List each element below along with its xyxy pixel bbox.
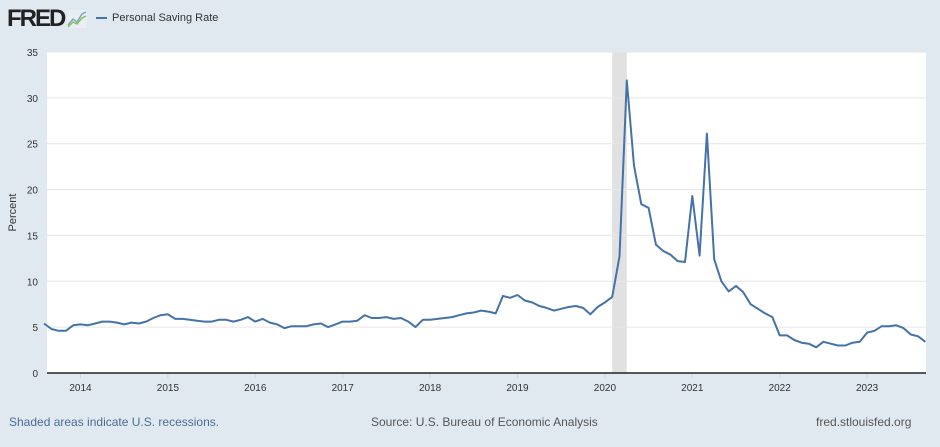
line-chart-icon — [67, 10, 88, 28]
y-tick-label: 25 — [27, 140, 39, 151]
y-tick-label: 5 — [32, 323, 38, 334]
x-tick-label: 2014 — [69, 383, 92, 394]
recession-note: Shaded areas indicate U.S. recessions. — [9, 415, 220, 429]
y-tick-label: 35 — [27, 48, 39, 59]
x-tick-label: 2020 — [594, 383, 617, 394]
y-tick-label: 15 — [27, 231, 39, 242]
source-note: Source: U.S. Bureau of Economic Analysis — [371, 415, 598, 429]
fred-logo-text: FRED — [7, 5, 66, 32]
x-tick-label: 2015 — [157, 383, 180, 394]
legend-swatch — [96, 17, 107, 19]
fred-logo[interactable]: FRED — [7, 5, 88, 32]
plot-area — [47, 52, 926, 373]
x-tick-label: 2021 — [681, 383, 704, 394]
y-tick-label: 0 — [32, 369, 38, 380]
y-tick-label: 20 — [27, 186, 39, 197]
x-tick-label: 2016 — [244, 383, 267, 394]
x-tick-label: 2018 — [419, 383, 442, 394]
x-tick-label: 2022 — [769, 383, 792, 394]
legend-label: Personal Saving Rate — [112, 12, 219, 24]
x-tick-label: 2023 — [856, 383, 879, 394]
series-line — [43, 79, 927, 349]
site-link[interactable]: fred.stlouisfed.org — [816, 415, 912, 429]
legend: Personal Saving Rate — [96, 12, 218, 24]
x-tick-label: 2019 — [506, 383, 529, 394]
x-tick-label: 2017 — [332, 383, 355, 394]
y-axis-label: Percent — [7, 194, 19, 232]
recession-shade — [612, 52, 627, 373]
y-tick-label: 10 — [27, 277, 39, 288]
y-tick-label: 30 — [27, 94, 39, 105]
